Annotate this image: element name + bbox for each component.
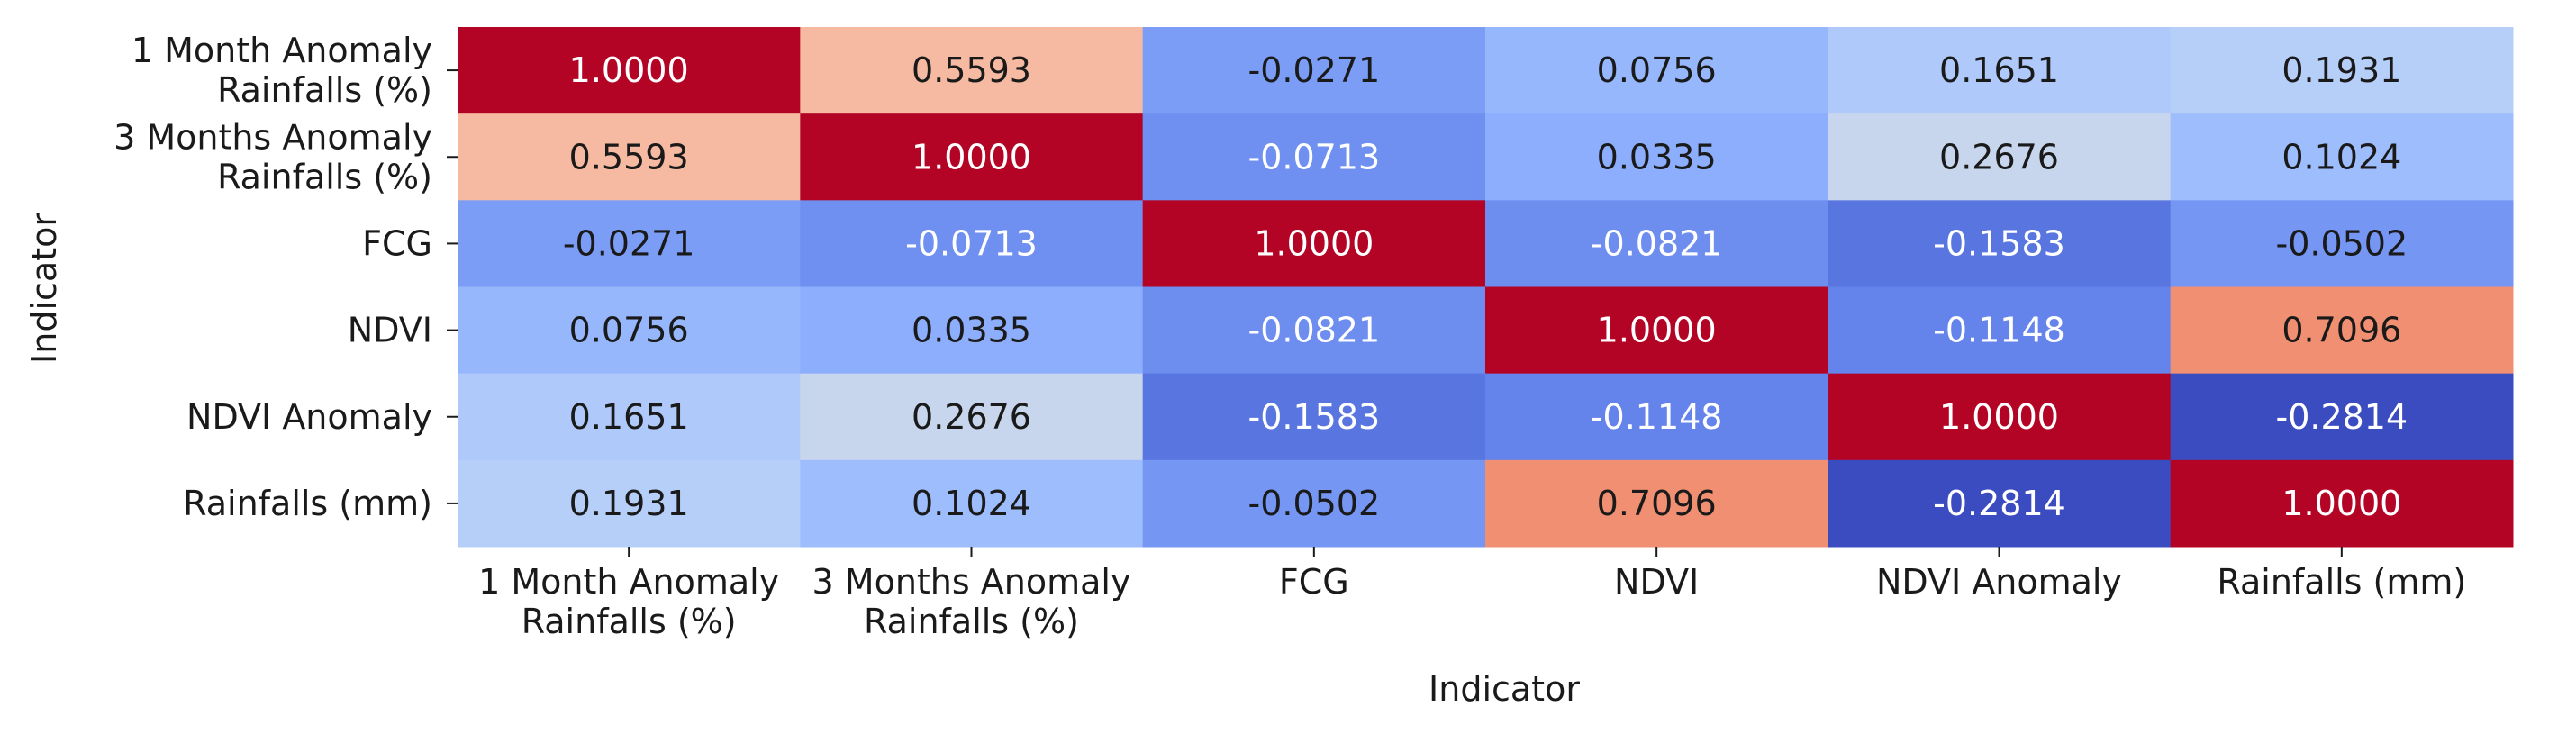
heatmap-cell-value: 0.0756 xyxy=(1597,50,1717,90)
heatmap-cell-value: 0.2676 xyxy=(1939,137,2059,177)
y-tick-label: FCG xyxy=(362,223,432,263)
heatmap-cell xyxy=(800,286,1144,375)
heatmap-cell xyxy=(458,200,801,287)
x-tick-label: Rainfalls (%) xyxy=(522,602,737,641)
heatmap-cell-value: 0.7096 xyxy=(2281,311,2401,350)
heatmap-cell xyxy=(2170,113,2514,201)
heatmap-cell xyxy=(2170,286,2514,375)
heatmap-cell-value: 0.1651 xyxy=(569,397,689,437)
heatmap-cell-value: 1.0000 xyxy=(2281,484,2401,523)
y-tick-label: Rainfalls (mm) xyxy=(183,484,432,523)
heatmap-cell-value: 1.0000 xyxy=(1254,223,1374,263)
heatmap-cell-value: 0.7096 xyxy=(1597,484,1717,523)
y-tick-label: Rainfalls (%) xyxy=(217,70,432,110)
heatmap-cell xyxy=(800,373,1144,461)
heatmap-cell xyxy=(1828,27,2172,114)
heatmap-cell-value: 0.0335 xyxy=(1597,137,1717,177)
heatmap-cell xyxy=(1485,286,1828,375)
heatmap-cell xyxy=(2170,373,2514,461)
x-tick-label: NDVI xyxy=(1614,562,1699,602)
y-axis-title: Indicator xyxy=(24,213,64,364)
x-tick-label: 1 Month Anomaly xyxy=(478,562,779,602)
heatmap-cell-value: 0.0756 xyxy=(569,311,689,350)
heatmap-cell-value: 0.5593 xyxy=(912,50,1031,90)
y-tick-label: 1 Month Anomaly xyxy=(132,31,432,70)
heatmap-cell-value: 0.0335 xyxy=(912,311,1031,350)
heatmap-cell xyxy=(800,27,1144,114)
heatmap-cell-value: -0.1583 xyxy=(1247,397,1380,437)
x-tick-label: FCG xyxy=(1279,562,1349,602)
heatmap-cell-value: -0.1148 xyxy=(1591,397,1723,437)
heatmap-cell xyxy=(1485,200,1828,287)
heatmap-cell-value: -0.0821 xyxy=(1247,311,1380,350)
heatmap-cell xyxy=(1828,373,2172,461)
heatmap-cell xyxy=(458,113,801,201)
heatmap-cell xyxy=(800,113,1144,201)
heatmap-cell xyxy=(1142,27,1486,114)
heatmap-cell-value: -0.0271 xyxy=(563,223,695,263)
heatmap-cell-value: -0.2814 xyxy=(1933,484,2065,523)
heatmap-cell xyxy=(2170,459,2514,548)
heatmap-cell xyxy=(800,459,1144,548)
heatmap-cell-value: 0.1024 xyxy=(2281,137,2401,177)
y-tick-label: 3 Months Anomaly xyxy=(113,117,432,157)
x-axis-title: Indicator xyxy=(1429,669,1580,709)
heatmap-cell-value: -0.0713 xyxy=(905,223,1038,263)
heatmap-cell xyxy=(458,27,801,114)
heatmap-cell-value: -0.0821 xyxy=(1591,223,1723,263)
heatmap-cell-value: 1.0000 xyxy=(569,50,689,90)
y-tick-label: Rainfalls (%) xyxy=(217,157,432,196)
heatmap-cell xyxy=(2170,27,2514,114)
heatmap-cell xyxy=(1828,113,2172,201)
heatmap-cell xyxy=(1828,286,2172,375)
heatmap-cell-value: 1.0000 xyxy=(912,137,1031,177)
x-tick-label: Rainfalls (%) xyxy=(864,602,1079,641)
heatmap-cell xyxy=(1828,459,2172,548)
heatmap-cell xyxy=(1142,286,1486,375)
heatmap-cells xyxy=(458,27,2514,548)
heatmap-cell-value: 0.1024 xyxy=(912,484,1031,523)
x-tick-label: Rainfalls (mm) xyxy=(2217,562,2466,602)
heatmap-cell xyxy=(1142,373,1486,461)
heatmap-cell-value: 1.0000 xyxy=(1597,311,1717,350)
heatmap-cell-value: 0.2676 xyxy=(912,397,1031,437)
heatmap-cell xyxy=(1828,200,2172,287)
heatmap-cell-value: -0.0502 xyxy=(1247,484,1380,523)
x-tick-label: 3 Months Anomaly xyxy=(812,562,1131,602)
heatmap-cell-value: -0.2814 xyxy=(2275,397,2408,437)
heatmap-cell xyxy=(1485,459,1828,548)
x-tick-label: NDVI Anomaly xyxy=(1876,562,2122,602)
heatmap-cell xyxy=(1485,113,1828,201)
y-tick-label: NDVI Anomaly xyxy=(186,397,432,437)
heatmap-cell-value: -0.1583 xyxy=(1933,223,2065,263)
heatmap-cell-value: -0.0713 xyxy=(1247,137,1380,177)
heatmap-cell xyxy=(800,200,1144,287)
heatmap-cell-value: -0.1148 xyxy=(1933,311,2065,350)
heatmap-cell xyxy=(458,459,801,548)
heatmap-cell xyxy=(458,286,801,375)
heatmap-cell xyxy=(1485,373,1828,461)
heatmap-cell-value: 0.1931 xyxy=(2281,50,2401,90)
heatmap-cell-value: 0.5593 xyxy=(569,137,689,177)
heatmap-cell-value: 1.0000 xyxy=(1939,397,2059,437)
heatmap-cell-labels: 1.0000 0.5593 -0.0271 0.0756 0.1651 0.1931 0.5… xyxy=(563,50,2408,523)
heatmap-cell-value: -0.0502 xyxy=(2275,223,2408,263)
heatmap-cell xyxy=(1142,459,1486,548)
heatmap-cell xyxy=(1142,113,1486,201)
heatmap-cell-value: 0.1651 xyxy=(1939,50,2059,90)
heatmap-cell xyxy=(458,373,801,461)
heatmap-cell-value: -0.0271 xyxy=(1247,50,1380,90)
heatmap-cell xyxy=(1485,27,1828,114)
y-tick-label: NDVI xyxy=(348,311,432,350)
heatmap-cell xyxy=(2170,200,2514,287)
heatmap-cell xyxy=(1142,200,1486,287)
heatmap-cell-value: 0.1931 xyxy=(569,484,689,523)
